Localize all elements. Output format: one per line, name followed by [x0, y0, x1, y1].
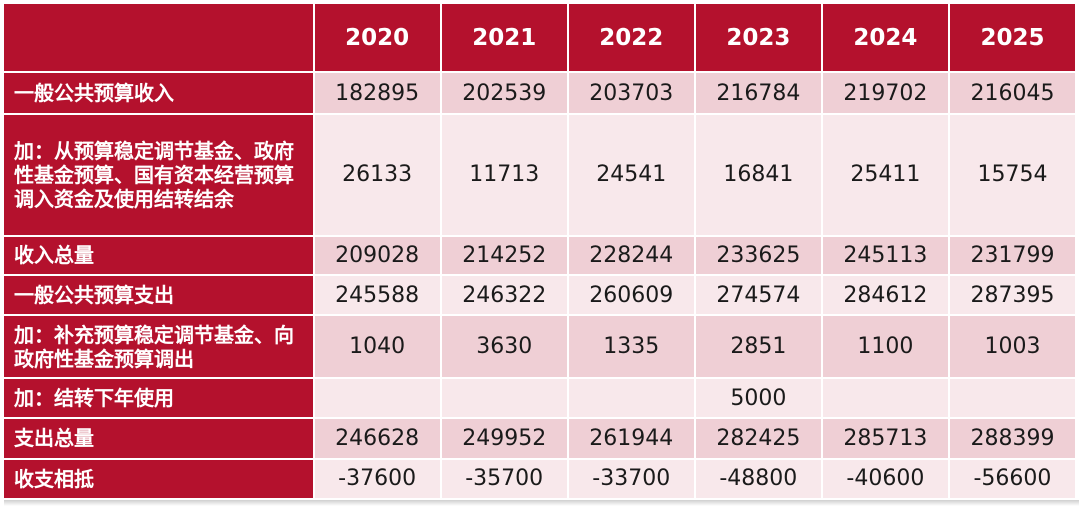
value-cell: 260609 — [568, 275, 694, 315]
value-cell: 3630 — [441, 316, 567, 377]
row-label: 加：从预算稳定调节基金、政府性基金预算、国有资本经营预算调入资金及使用结转结余 — [4, 115, 313, 235]
row-label: 一般公共预算支出 — [4, 275, 313, 315]
value-cell: 284612 — [822, 275, 948, 315]
budget-table: 2020 2021 2022 2023 2024 2025 一般公共预算收入 1… — [2, 2, 1077, 500]
value-cell: 5000 — [695, 378, 821, 418]
table-row: 支出总量 246628 249952 261944 282425 285713 … — [4, 419, 1075, 458]
value-cell: -48800 — [695, 459, 821, 498]
year-header: 2024 — [822, 4, 948, 71]
year-header: 2022 — [568, 4, 694, 71]
value-cell: 219702 — [822, 73, 948, 114]
table-row: 加：补充预算稳定调节基金、向政府性基金预算调出 1040 3630 1335 2… — [4, 316, 1075, 377]
value-cell: 216045 — [949, 73, 1075, 114]
row-label: 一般公共预算收入 — [4, 73, 313, 114]
value-cell: 203703 — [568, 73, 694, 114]
corner-cell — [4, 4, 313, 71]
value-cell: 15754 — [949, 115, 1075, 235]
value-cell: -33700 — [568, 459, 694, 498]
value-cell: 245113 — [822, 236, 948, 274]
value-cell: 228244 — [568, 236, 694, 274]
value-cell: -56600 — [949, 459, 1075, 498]
value-cell — [568, 378, 694, 418]
value-cell: 182895 — [314, 73, 440, 114]
year-header: 2020 — [314, 4, 440, 71]
value-cell: 282425 — [695, 419, 821, 458]
value-cell: -35700 — [441, 459, 567, 498]
value-cell: -40600 — [822, 459, 948, 498]
value-cell: 274574 — [695, 275, 821, 315]
value-cell — [314, 378, 440, 418]
value-cell: 246628 — [314, 419, 440, 458]
row-label: 收入总量 — [4, 236, 313, 274]
row-label: 支出总量 — [4, 419, 313, 458]
value-cell: -37600 — [314, 459, 440, 498]
value-cell — [949, 378, 1075, 418]
value-cell: 285713 — [822, 419, 948, 458]
value-cell: 1040 — [314, 316, 440, 377]
value-cell: 216784 — [695, 73, 821, 114]
table-row: 加：结转下年使用 5000 — [4, 378, 1075, 418]
value-cell: 25411 — [822, 115, 948, 235]
table-shadow — [4, 500, 1079, 506]
value-cell: 288399 — [949, 419, 1075, 458]
table-row: 一般公共预算收入 182895 202539 203703 216784 219… — [4, 73, 1075, 114]
year-header: 2025 — [949, 4, 1075, 71]
value-cell: 24541 — [568, 115, 694, 235]
header-row: 2020 2021 2022 2023 2024 2025 — [4, 4, 1075, 71]
table-row: 收入总量 209028 214252 228244 233625 245113 … — [4, 236, 1075, 274]
row-label: 收支相抵 — [4, 459, 313, 498]
table-row: 加：从预算稳定调节基金、政府性基金预算、国有资本经营预算调入资金及使用结转结余 … — [4, 115, 1075, 235]
row-label: 加：结转下年使用 — [4, 378, 313, 418]
value-cell: 233625 — [695, 236, 821, 274]
table-row: 收支相抵 -37600 -35700 -33700 -48800 -40600 … — [4, 459, 1075, 498]
table-row: 一般公共预算支出 245588 246322 260609 274574 284… — [4, 275, 1075, 315]
value-cell: 214252 — [441, 236, 567, 274]
value-cell: 2851 — [695, 316, 821, 377]
value-cell: 26133 — [314, 115, 440, 235]
value-cell: 249952 — [441, 419, 567, 458]
value-cell: 202539 — [441, 73, 567, 114]
value-cell: 209028 — [314, 236, 440, 274]
value-cell: 1100 — [822, 316, 948, 377]
value-cell: 1335 — [568, 316, 694, 377]
value-cell — [441, 378, 567, 418]
value-cell: 1003 — [949, 316, 1075, 377]
value-cell: 246322 — [441, 275, 567, 315]
value-cell — [822, 378, 948, 418]
value-cell: 245588 — [314, 275, 440, 315]
year-header: 2021 — [441, 4, 567, 71]
value-cell: 261944 — [568, 419, 694, 458]
value-cell: 16841 — [695, 115, 821, 235]
value-cell: 231799 — [949, 236, 1075, 274]
year-header: 2023 — [695, 4, 821, 71]
value-cell: 287395 — [949, 275, 1075, 315]
row-label: 加：补充预算稳定调节基金、向政府性基金预算调出 — [4, 316, 313, 377]
value-cell: 11713 — [441, 115, 567, 235]
